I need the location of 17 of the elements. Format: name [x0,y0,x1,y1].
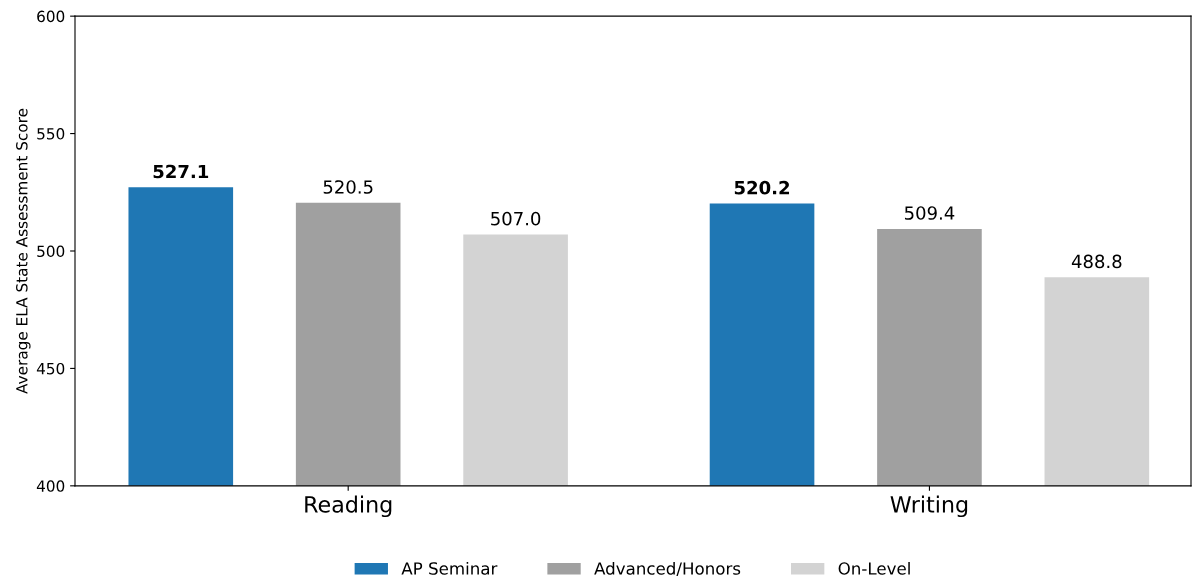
legend-label: On-Level [838,561,910,575]
legend-label: AP Seminar [401,561,498,575]
data-label: 509.4 [904,206,955,220]
y-tick-label: 600 [37,10,65,23]
data-label: 527.1 [153,164,209,179]
data-label: 520.2 [734,180,790,195]
legend-label: Advanced/Honors [594,561,741,577]
data-label: 488.8 [1071,254,1122,269]
y-tick-label: 400 [36,480,65,492]
x-tick-label: Writing [890,495,968,518]
data-label: 507.0 [491,211,541,226]
y-tick-label: 550 [37,128,65,140]
y-tick-label: 500 [37,245,65,258]
x-tick-label: Reading [305,495,392,518]
data-label: 520.5 [323,180,373,194]
y-tick-label: 450 [36,362,65,375]
y-axis-title: Average ELA State Assessment Score [16,108,31,394]
